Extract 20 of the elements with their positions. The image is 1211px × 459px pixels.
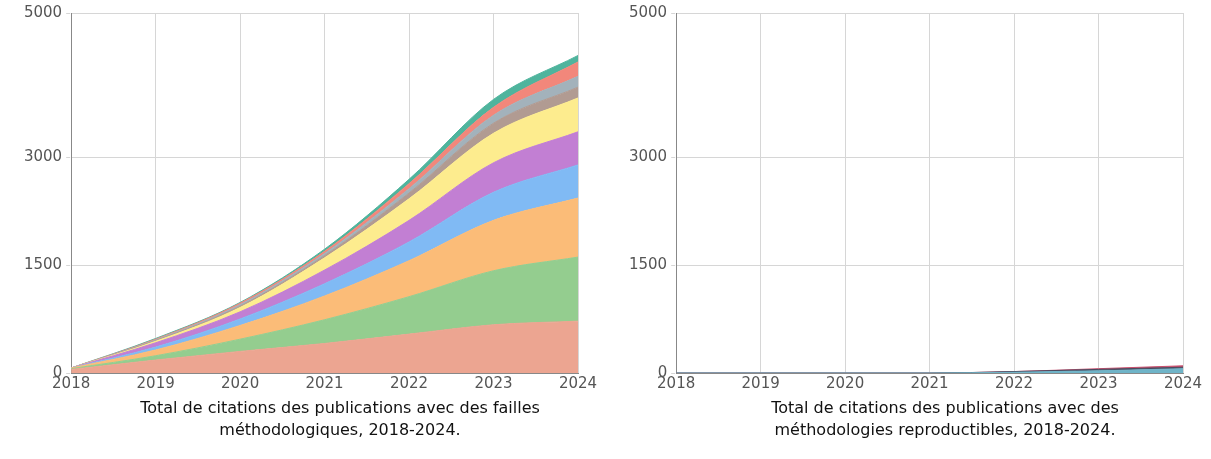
y-tick-label: 1500 xyxy=(628,254,668,273)
x-tick-label: 2024 xyxy=(558,373,598,392)
x-tick-label: 2020 xyxy=(826,373,865,392)
x-tick-label: 2022 xyxy=(389,373,429,392)
y-tick-label: 5000 xyxy=(628,2,668,21)
x-tick-label: 2023 xyxy=(1079,373,1118,392)
x-tick-label: 2024 xyxy=(1163,373,1203,392)
y-tick-label: 5000 xyxy=(23,2,63,21)
y-tick-label: 3000 xyxy=(23,146,63,165)
x-tick-label: 2019 xyxy=(136,373,175,392)
x-tick-label: 2023 xyxy=(474,373,513,392)
text: Total de citations des publications avec des méthodologies reproductibles, 2018-2024. xyxy=(770,397,1120,441)
y-tick-label: 3000 xyxy=(628,146,668,165)
x-tick-label: 2021 xyxy=(305,373,344,392)
x-tick-label: 2022 xyxy=(994,373,1034,392)
y-tick-label: 1500 xyxy=(23,254,63,273)
x-tick-label: 2019 xyxy=(741,373,780,392)
x-tick-label: 2021 xyxy=(910,373,949,392)
text: Total de citations des publications avec des failles méthodologiques, 2018-2024. xyxy=(139,397,541,441)
x-tick-label: 2020 xyxy=(221,373,260,392)
